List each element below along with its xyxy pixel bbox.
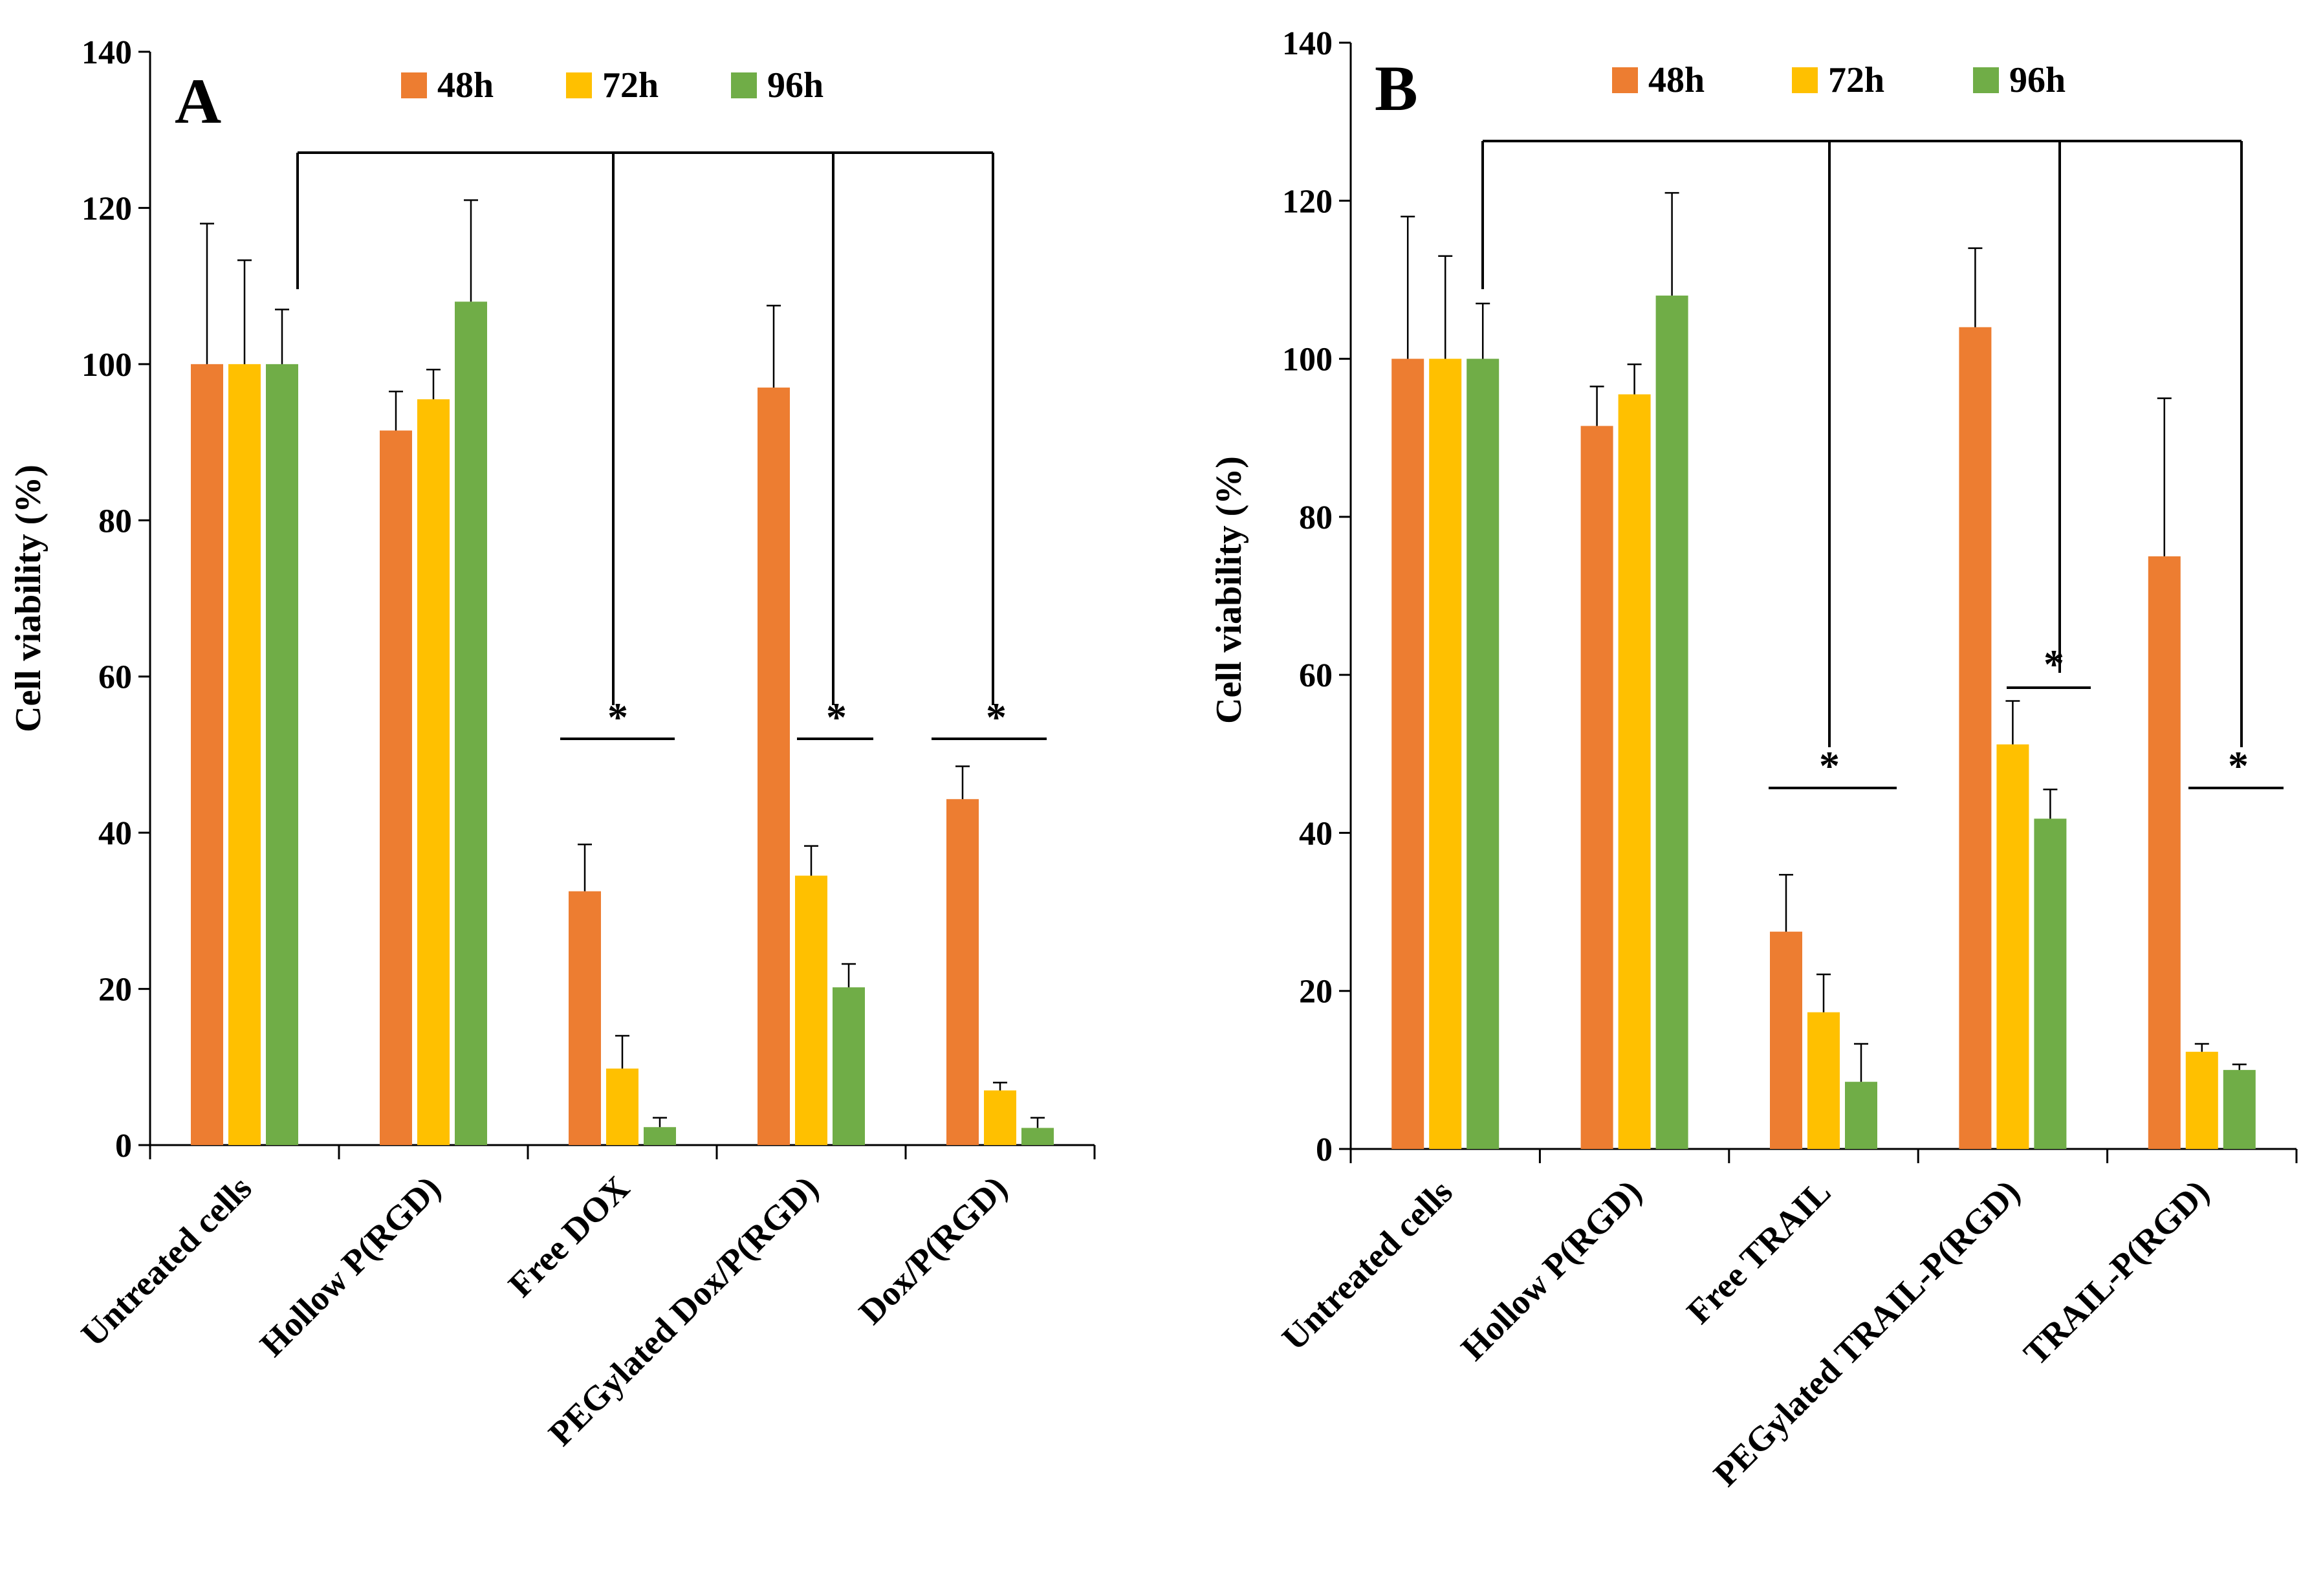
panel-label: A (175, 65, 221, 137)
y-axis-label: Cell viability (%) (1209, 456, 1249, 724)
y-tick-label: 60 (98, 659, 132, 696)
legend-label: 72h (1828, 60, 1884, 100)
bar (228, 364, 261, 1145)
bar (266, 364, 298, 1145)
y-tick-label: 0 (115, 1128, 132, 1164)
y-tick-label: 120 (1282, 183, 1333, 220)
bar (1655, 295, 1688, 1149)
bar (984, 1090, 1016, 1145)
bar (1996, 744, 2029, 1149)
bar (1807, 1012, 1840, 1149)
y-tick-label: 140 (82, 34, 132, 71)
x-tick-label: Dox/P(RGD) (851, 1168, 1014, 1331)
legend-swatch (1792, 67, 1818, 93)
legend-swatch (1973, 67, 1999, 93)
bar (1618, 394, 1651, 1150)
bar (191, 364, 223, 1145)
y-tick-label: 0 (1316, 1131, 1333, 1168)
y-tick-label: 20 (98, 972, 132, 1009)
legend-swatch (401, 72, 427, 98)
y-tick-label: 40 (98, 815, 132, 852)
significance-star: * (826, 694, 847, 740)
bar (1429, 358, 1462, 1149)
y-tick-label: 80 (98, 503, 132, 540)
bar (1845, 1082, 1877, 1149)
bar (1770, 932, 1802, 1149)
bar (758, 388, 790, 1145)
bar (455, 301, 487, 1146)
bar (795, 875, 827, 1145)
bar (946, 799, 979, 1145)
x-tick-label: Free DOX (501, 1168, 637, 1304)
chart-panel-B: 0 20 40 60 80 100 120 140 Cell viability (%) Untr… (1209, 25, 2298, 1494)
significance-star: * (2044, 641, 2064, 687)
bar (1467, 358, 1500, 1149)
bar (2223, 1069, 2256, 1149)
bar (833, 987, 865, 1145)
legend-label: 96h (2009, 60, 2066, 100)
x-tick-label: Hollow P(RGD) (252, 1168, 448, 1364)
bar (380, 430, 412, 1145)
y-tick-label: 80 (1299, 499, 1333, 536)
y-tick-label: 60 (1299, 657, 1333, 694)
y-tick-label: 40 (1299, 815, 1333, 852)
legend-label: 72h (602, 65, 659, 105)
legend-label: 96h (767, 65, 823, 105)
y-axis-label: Cell viability (%) (8, 465, 49, 732)
bar (1580, 426, 1613, 1150)
y-tick-label: 140 (1282, 25, 1333, 62)
legend-swatch (731, 72, 757, 98)
bar (1391, 358, 1424, 1149)
bar (2148, 556, 2181, 1149)
bar (606, 1068, 638, 1145)
legend-swatch (1612, 67, 1638, 93)
significance-star: * (607, 694, 628, 740)
y-tick-label: 120 (82, 190, 132, 227)
y-tick-label: 100 (82, 347, 132, 384)
x-tick-label: Untreated cells (1274, 1172, 1460, 1358)
bar (417, 399, 450, 1145)
bar (2185, 1051, 2218, 1149)
legend-swatch (566, 72, 592, 98)
x-tick-label: Untreated cells (74, 1168, 259, 1354)
significance-star: * (986, 694, 1007, 740)
x-tick-label: Hollow P(RGD) (1454, 1172, 1649, 1368)
bar (1021, 1128, 1054, 1145)
x-tick-label: PEGylated TRAIL-P(RGD) (1706, 1172, 2027, 1494)
bar (644, 1127, 676, 1145)
y-tick-label: 100 (1282, 342, 1333, 378)
significance-star: * (1819, 743, 1840, 789)
legend-label: 48h (1648, 60, 1705, 100)
y-tick-label: 20 (1299, 974, 1333, 1011)
significance-star: * (2228, 743, 2249, 789)
bar (569, 891, 601, 1145)
bar (1959, 327, 1992, 1149)
legend-label: 48h (437, 65, 494, 105)
panel-label: B (1375, 52, 1418, 124)
x-tick-label: TRAIL-P(RGD) (2016, 1172, 2217, 1373)
bar (2034, 818, 2067, 1149)
chart-panel-A: 0 20 40 60 80 100 120 140 Cell viability (%) Untr… (8, 34, 1096, 1453)
x-tick-label: Free TRAIL (1679, 1172, 1838, 1331)
